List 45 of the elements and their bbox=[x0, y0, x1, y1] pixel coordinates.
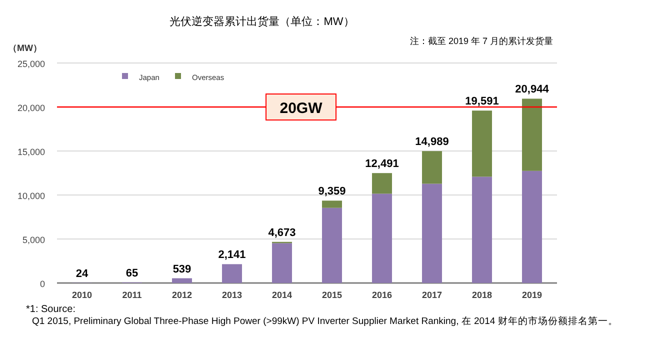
bar bbox=[322, 208, 342, 283]
total-label: 19,591 bbox=[465, 96, 499, 108]
bar bbox=[322, 200, 342, 208]
x-tick-label: 2017 bbox=[422, 290, 442, 300]
ref-line-label: 20GW bbox=[280, 100, 324, 117]
bar bbox=[422, 184, 442, 283]
x-tick-label: 2012 bbox=[172, 290, 192, 300]
y-tick-label: 0 bbox=[40, 279, 45, 289]
total-label: 65 bbox=[126, 267, 138, 280]
total-label: 12,491 bbox=[365, 158, 399, 170]
x-tick-label: 2014 bbox=[272, 290, 292, 300]
y-tick-label: 20,000 bbox=[17, 103, 45, 113]
text: 注：截至 2019 年 7 月的累计发货量 bbox=[410, 36, 553, 46]
x-tick-label: 2015 bbox=[322, 290, 342, 300]
y-tick-label: 25,000 bbox=[17, 59, 45, 69]
bar bbox=[522, 170, 542, 283]
bar bbox=[522, 98, 542, 171]
y-axis-title: （MW） bbox=[8, 43, 42, 53]
total-label: 539 bbox=[172, 263, 192, 276]
total-label: 4,673 bbox=[268, 226, 296, 239]
total-label: 14,989 bbox=[415, 136, 449, 148]
total-label: 24 bbox=[76, 268, 89, 280]
total-label: 2,141 bbox=[218, 249, 246, 262]
y-tick-label: 15,000 bbox=[17, 147, 45, 157]
x-tick-label: 2016 bbox=[372, 290, 392, 300]
bar bbox=[222, 264, 242, 283]
bar bbox=[472, 176, 492, 283]
y-tick-label: 5,000 bbox=[22, 235, 45, 245]
total-label: 20,944 bbox=[515, 84, 550, 96]
bar bbox=[472, 110, 492, 177]
x-tick-label: 2013 bbox=[222, 290, 242, 300]
chart-title: 光伏逆变器累计出货量（单位：MW） bbox=[170, 15, 354, 28]
x-tick-label: 2011 bbox=[122, 290, 142, 300]
text: Q1 2015, Preliminary Global Three-Phase High Power (>99kW) PV Inverter Supplier Market Ranking, 在 2014 财年的市场份额排名第一。 bbox=[32, 316, 619, 328]
y-tick-label: 10,000 bbox=[17, 191, 45, 201]
text: *1: Source: bbox=[26, 304, 76, 315]
x-tick-label: 2010 bbox=[72, 290, 92, 300]
bar bbox=[422, 151, 442, 184]
total-label: 9,359 bbox=[318, 186, 346, 198]
bar bbox=[372, 194, 392, 283]
bar bbox=[272, 243, 292, 283]
bar bbox=[172, 278, 192, 283]
bar bbox=[372, 173, 392, 194]
x-tick-label: 2018 bbox=[472, 290, 492, 300]
x-tick-label: 2019 bbox=[522, 290, 542, 300]
